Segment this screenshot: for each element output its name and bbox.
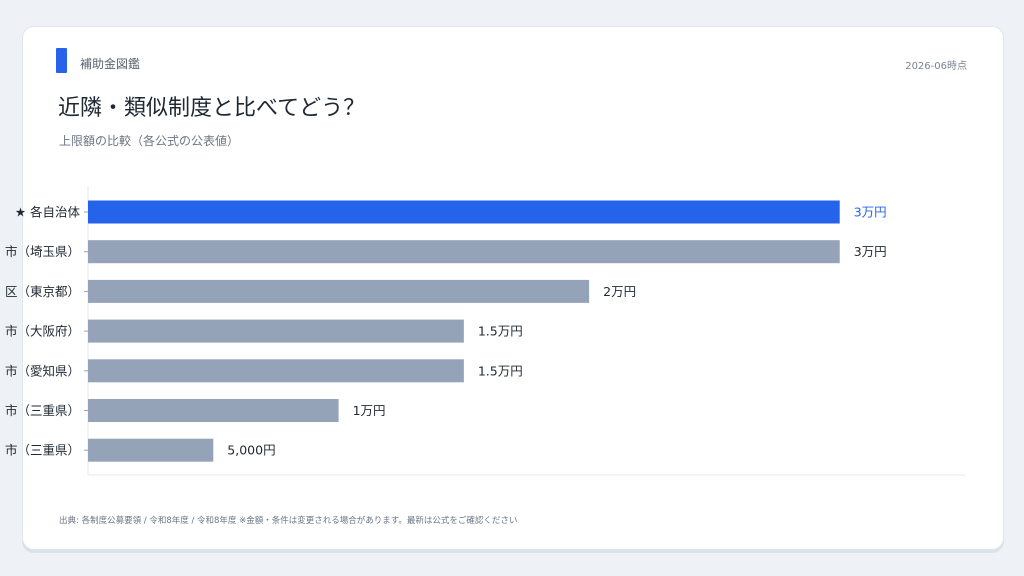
source-note: 出典: 各制度公募要領 / 令和8年度 / 令和8年度 ※金額・条件は変更される… bbox=[59, 516, 518, 526]
page-title: 近隣・類似制度と比べてどう？ bbox=[58, 96, 366, 121]
brand-label: 補助金図鑑 bbox=[80, 57, 141, 71]
brand-accent-mark bbox=[56, 48, 67, 73]
date-label: 2026-06時点 bbox=[905, 61, 967, 72]
chart-subtitle: 上限額の比較（各公式の公表値） bbox=[59, 134, 240, 148]
